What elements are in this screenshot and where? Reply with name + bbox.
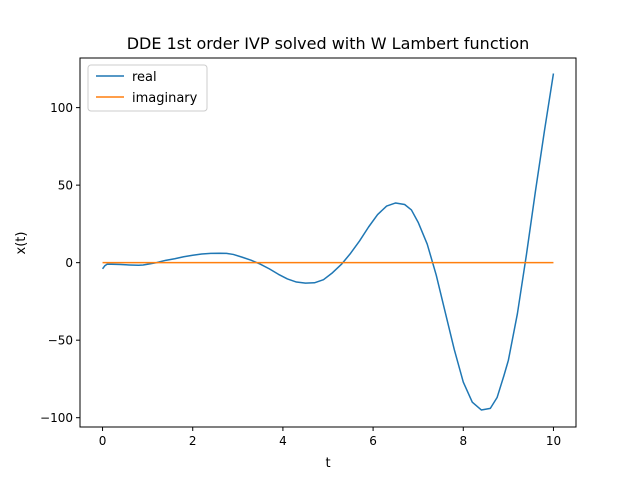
legend: real imaginary [87, 64, 208, 112]
x-axis-label: t [325, 456, 330, 471]
legend-label-imaginary: imaginary [132, 91, 198, 106]
axes-background [80, 58, 576, 427]
chart-title: DDE 1st order IVP solved with W Lambert … [127, 34, 530, 53]
y-axis-ticks: −100 −50 0 50 100 [40, 101, 80, 425]
series-layer [101, 73, 555, 411]
y-tick-label: −50 [48, 334, 73, 348]
x-tick-label: 6 [369, 434, 377, 448]
x-tick-label: 0 [99, 434, 107, 448]
x-tick-label: 4 [279, 434, 287, 448]
x-tick-label: 8 [459, 434, 467, 448]
x-tick-label: 10 [546, 434, 561, 448]
x-tick-label: 2 [189, 434, 197, 448]
y-tick-label: 0 [65, 256, 73, 270]
axes-frame [79, 57, 577, 428]
legend-label-real: real [132, 70, 157, 85]
x-axis-ticks: 0 2 4 6 8 10 [99, 427, 561, 448]
y-tick-label: 50 [58, 179, 73, 193]
plot-area [79, 57, 577, 428]
y-tick-label: −100 [40, 411, 73, 425]
y-tick-label: 100 [50, 101, 73, 115]
y-axis-label: x(t) [14, 232, 29, 255]
